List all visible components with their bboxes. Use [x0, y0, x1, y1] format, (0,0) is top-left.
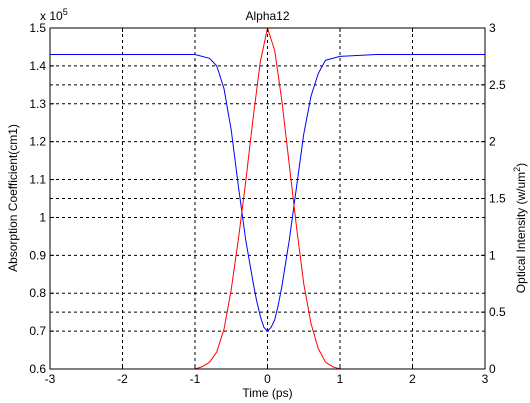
x-tick-label: 0 — [264, 372, 271, 386]
grid — [50, 28, 485, 369]
y-left-tick-label: 0.9 — [29, 248, 46, 262]
y-left-tick-label: 0.6 — [29, 362, 46, 376]
x-tick-label: 1 — [337, 372, 344, 386]
y-left-tick-label: 1.2 — [29, 135, 46, 149]
x-tick-label: 3 — [482, 372, 489, 386]
y-left-tick-label: 0.8 — [29, 286, 46, 300]
y-axis-label-right-close: ) — [514, 163, 528, 167]
x-tick-label: -3 — [45, 372, 56, 386]
y-right-tick-label: 2.5 — [489, 78, 506, 92]
y-left-tick-label: 1.5 — [29, 21, 46, 35]
y-left-tick-label: 1.3 — [29, 97, 46, 111]
y-right-tick-label: 0.5 — [489, 305, 506, 319]
y-axis-label-right: Optical Intensity (w/um2) — [512, 163, 528, 293]
y-right-tick-label: 0 — [489, 362, 496, 376]
y-left-tick-label: 1.1 — [29, 173, 46, 187]
y-right-tick-label: 3 — [489, 21, 496, 35]
y-left-tick-label: 1.4 — [29, 59, 46, 73]
y-right-tick-label: 1 — [489, 248, 496, 262]
chart-title: Alpha12 — [245, 9, 289, 23]
y-axis-label-right-superscript: 2 — [512, 167, 522, 172]
x-tick-label: -1 — [190, 372, 201, 386]
y-axis-label-right-main: Optical Intensity (w/um — [514, 172, 528, 293]
x-tick-label: 2 — [409, 372, 416, 386]
y-axis-multiplier: x 105 — [40, 7, 68, 23]
multiplier-base: x 10 — [40, 9, 63, 23]
y-right-tick-label: 1.5 — [489, 192, 506, 206]
series-line-absorption-coefficient — [50, 54, 485, 332]
y-right-tick-label: 2 — [489, 135, 496, 149]
y-left-tick-label: 1 — [39, 210, 46, 224]
y-axis-label-left: Absorption Coefficient(cm1) — [6, 124, 20, 272]
x-tick-label: -2 — [117, 372, 128, 386]
y-left-tick-label: 0.7 — [29, 324, 46, 338]
x-axis-label: Time (ps) — [242, 386, 292, 400]
ticks: -3 -2 -1 0 1 2 3 0.6 0.7 0.8 0.9 1 1.1 1.2 1.3 1.4 1.5 0 0… — [29, 21, 506, 386]
multiplier-exponent: 5 — [63, 7, 68, 17]
